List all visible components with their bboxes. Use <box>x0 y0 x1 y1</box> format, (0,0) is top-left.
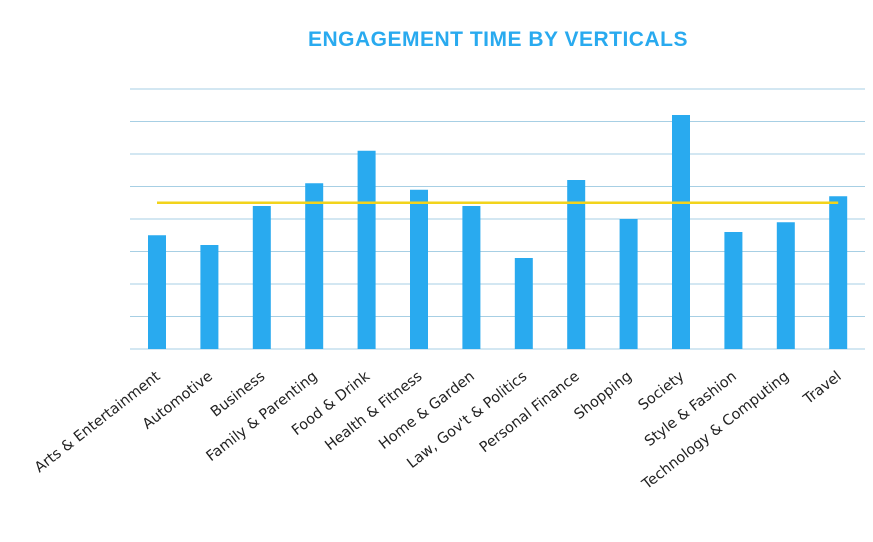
bar <box>829 196 848 349</box>
bar <box>462 206 481 349</box>
category-label: Style & Fashion <box>642 369 740 450</box>
bar <box>567 180 586 349</box>
bar <box>200 245 219 349</box>
category-label: Home & Garden <box>376 369 478 453</box>
bar <box>514 258 533 349</box>
bar <box>148 235 166 349</box>
bar <box>357 150 376 349</box>
bar <box>724 232 743 349</box>
category-label: Personal Finance <box>477 369 583 457</box>
bar <box>619 219 638 349</box>
bar <box>305 183 324 349</box>
bar <box>410 189 428 349</box>
chart-title: ENGAGEMENT TIME BY VERTICALS <box>308 28 688 51</box>
category-labels: Arts & EntertainmentAutomotiveBusinessFa… <box>32 368 845 493</box>
bars <box>148 115 848 349</box>
bar <box>776 222 795 349</box>
bar <box>252 206 271 349</box>
bar <box>672 115 690 349</box>
category-label: Shopping <box>572 369 636 424</box>
category-label: Health & Fitness <box>322 369 425 454</box>
category-label: Travel <box>800 369 845 409</box>
gridlines <box>130 88 865 350</box>
